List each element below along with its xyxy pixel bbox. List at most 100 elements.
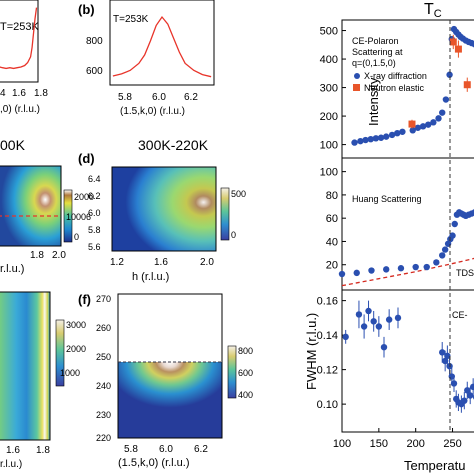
- xray-point: [365, 307, 372, 315]
- right-top-yticks: 100 200 300 400 500: [320, 26, 346, 152]
- right-bot-note: CE-: [452, 310, 468, 320]
- legend-neutron-label: Neutron elastic: [364, 83, 425, 93]
- panel-a: T=253K 4 1.6 1.8 ,0) (r.l.u.): [0, 0, 48, 115]
- xray-point: [385, 316, 393, 323]
- neutron-point: [449, 38, 457, 46]
- xray-point: [441, 357, 449, 365]
- xray-point: [394, 314, 402, 322]
- xray-point: [368, 267, 375, 274]
- panel-f-cbar-tick-1: 800: [238, 346, 253, 356]
- panel-b-xlabel: (1.5,k,0) (r.l.u.): [120, 106, 185, 117]
- right-bot-xticks: 100 150 200 250: [333, 428, 462, 450]
- right-bot-points: [342, 300, 474, 413]
- panel-d-heatmap: [111, 166, 217, 252]
- panel-a-xlabel: ,0) (r.l.u.): [0, 104, 40, 115]
- panel-f-xtick-3: 6.2: [194, 444, 208, 455]
- neutron-point: [454, 45, 462, 53]
- right-top-ytick-label: 500: [320, 26, 338, 38]
- panel-d-cbar-tick-1: 500: [231, 189, 246, 199]
- panel-b-ytick-600: 600: [86, 66, 103, 77]
- xray-point: [471, 209, 474, 216]
- panel-f-ytick-6: 220: [96, 433, 111, 443]
- panel-d-xtick-3: 2.0: [200, 257, 214, 268]
- panel-d-ytick-2: 6.2: [88, 191, 101, 201]
- panel-a-xtick-2: 1.6: [12, 88, 26, 99]
- right-mid-points: [338, 209, 474, 278]
- panel-e-xtick-1: 1.6: [6, 445, 20, 456]
- panel-f-xlabel: (1.5,k,0) (r.l.u.): [118, 457, 190, 469]
- panel-a-frame: [0, 0, 39, 83]
- xray-point: [450, 380, 458, 387]
- right-mid-ytick-label: 80: [326, 190, 338, 202]
- panel-b: (b) T=253K 800 600 5.8 6.0 6.2 (1.5,k,0)…: [78, 0, 215, 117]
- panel-e-cbar-tick-1: 3000: [66, 320, 86, 330]
- xray-point: [372, 135, 380, 142]
- right-bot-xtick-label: 200: [407, 438, 425, 450]
- right-top-ytick-label: 200: [320, 111, 338, 123]
- panel-f-ytick-1: 270: [96, 294, 111, 304]
- panel-e-xlabel: r.l.u.): [0, 459, 22, 470]
- panel-e-heatmap: [0, 291, 51, 441]
- panel-d-colorbar: [220, 187, 230, 241]
- panel-b-letter: (b): [78, 2, 95, 17]
- xray-point: [360, 323, 368, 330]
- panel-a-xtick-1: 4: [0, 88, 6, 99]
- right-ylabel-intensity: Intensity: [366, 77, 381, 126]
- panel-a-xtick-3: 1.8: [34, 88, 48, 99]
- panel-f-letter: (f): [78, 292, 91, 307]
- panel-a-temp-label: T=253K: [0, 21, 39, 33]
- panel-c-cbar-tick-3: 0: [74, 232, 79, 242]
- panel-d-xlabel: h (r.l.u.): [132, 271, 169, 283]
- right-mid-yticks: 20 40 60 80 100: [320, 167, 346, 272]
- panel-a-profile-line: [0, 7, 38, 70]
- xray-point: [444, 352, 451, 360]
- right-top-note-line1: CE-Polaron: [352, 36, 399, 46]
- right-bot-xtick-label: 250: [443, 438, 461, 450]
- right-mid-ytick-label: 40: [326, 236, 338, 248]
- panel-f-ytick-2: 260: [96, 323, 111, 333]
- xray-point: [446, 71, 453, 78]
- panel-b-frame: [109, 0, 215, 86]
- xray-point: [449, 232, 456, 239]
- panel-c-xlabel: r.l.u.): [0, 263, 24, 275]
- xray-point: [439, 109, 446, 116]
- legend-neutron-marker: [353, 84, 360, 91]
- panel-f-ytick-4: 240: [96, 381, 111, 391]
- neutron-point: [463, 81, 471, 89]
- panel-b-profile-line: [112, 15, 212, 78]
- panel-d-ytick-5: 5.6: [88, 242, 101, 252]
- panel-e-cbar-tick-3: 1000: [60, 368, 80, 378]
- right-mid-note: Huang Scattering: [352, 194, 422, 204]
- right-column: TC Intensity FWHM (r.l.u.) 100 200 300 400 5…: [304, 1, 474, 473]
- xray-point: [338, 270, 346, 278]
- panel-f-outline: [117, 293, 223, 439]
- xray-point: [425, 121, 432, 128]
- xray-point: [353, 269, 360, 277]
- xray-point: [430, 119, 437, 126]
- right-top-note-line3: q=(0,1.5,0): [352, 58, 396, 68]
- right-bot-ytick-label: 0.14: [317, 330, 338, 342]
- xray-point: [451, 220, 458, 228]
- panel-d: (d) 300K-220K 6.4 6.2 6.0 5.8 5.6 500 0 …: [78, 137, 246, 283]
- legend-xray-label: X-ray diffraction: [364, 71, 427, 81]
- xray-point: [412, 263, 419, 271]
- panel-c-heatmap: [0, 165, 62, 247]
- panel-d-title: 300K-220K: [138, 137, 209, 153]
- xray-point: [375, 323, 383, 330]
- right-bot-yticks: 0.10 0.12 0.14 0.16: [317, 296, 346, 411]
- panel-f-xtick-1: 5.8: [124, 444, 138, 455]
- xray-point: [442, 96, 450, 103]
- right-mid-ytick-label: 60: [326, 213, 338, 225]
- panel-f-cbar-tick-2: 600: [238, 368, 253, 378]
- panel-c-colorbar: [63, 189, 73, 243]
- right-bot-xtick-label: 100: [333, 438, 351, 450]
- panel-c-cbar-tick-1: 2000: [74, 192, 94, 202]
- xray-point: [461, 397, 468, 404]
- right-xlabel: Temperatu: [404, 458, 465, 473]
- xray-point: [351, 139, 358, 146]
- panel-f-xtick-2: 6.0: [159, 444, 173, 455]
- panel-c: 00K 2000 10006 0 1.8 2.0 r.l.u.): [0, 137, 94, 275]
- panel-b-ytick-800: 800: [86, 36, 103, 47]
- xray-point: [362, 136, 369, 144]
